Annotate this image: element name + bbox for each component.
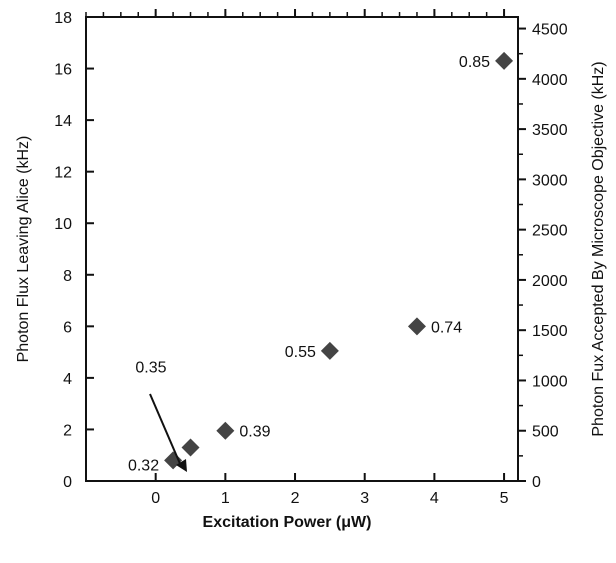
data-point-label: 0.74 <box>431 319 462 336</box>
x-tick-label: 2 <box>291 490 300 507</box>
x-tick-label: 1 <box>221 490 230 507</box>
x-tick-label: 5 <box>500 490 509 507</box>
data-point-label: 0.35 <box>135 359 166 376</box>
y-left-tick-label: 18 <box>54 10 72 27</box>
y-left-tick-label: 12 <box>54 165 72 182</box>
arrow-line <box>149 393 182 467</box>
y-left-tick-label: 10 <box>54 216 72 233</box>
annotation-arrow <box>149 393 187 472</box>
data-point-marker <box>181 438 200 457</box>
y-right-tick-label: 500 <box>532 424 559 441</box>
data-markers <box>164 51 514 470</box>
plot-frame <box>85 16 519 482</box>
data-point-marker <box>320 341 339 360</box>
y-left-tick-label: 8 <box>63 268 72 285</box>
y-left-tick-label: 4 <box>63 371 72 388</box>
ticks: 0 1 2 3 4 50246810121416180500100015002000250… <box>54 9 568 507</box>
y-left-tick-label: 2 <box>63 422 72 439</box>
y-axis-left-title: Photon Flux Leaving Alice (kHz) <box>15 136 32 363</box>
data-point-marker <box>407 317 426 336</box>
y-left-tick-label: 6 <box>63 319 72 336</box>
y-right-tick-label: 3000 <box>532 172 568 189</box>
y-right-tick-label: 1500 <box>532 323 568 340</box>
x-tick-label: 4 <box>430 490 439 507</box>
y-right-tick-label: 4000 <box>532 72 568 89</box>
y-left-tick-label: 0 <box>63 474 72 491</box>
arrow-head <box>176 459 187 472</box>
data-point-marker <box>495 51 514 70</box>
x-tick-label: 3 <box>360 490 369 507</box>
data-point-label: 0.39 <box>239 424 270 441</box>
data-point-label: 0.85 <box>459 54 490 71</box>
x-tick-label: 0 <box>151 490 160 507</box>
y-right-tick-label: 1000 <box>532 373 568 390</box>
y-right-tick-label: 3500 <box>532 122 568 139</box>
data-point-marker <box>216 421 235 440</box>
point-labels: 0.32 0.35 0.39 0.55 0.74 0.85 <box>128 54 490 475</box>
y-right-tick-label: 2500 <box>532 223 568 240</box>
y-right-tick-label: 0 <box>532 474 541 491</box>
data-point-label: 0.55 <box>285 344 316 361</box>
x-axis-title: Excitation Power (μW) <box>203 514 372 531</box>
y-right-tick-label: 2000 <box>532 273 568 290</box>
data-point-label: 0.32 <box>128 457 159 474</box>
y-right-tick-label: 4500 <box>532 22 568 39</box>
y-axis-right-title: Photon Fux Accepted By Microscope Object… <box>590 61 607 436</box>
y-left-tick-label: 16 <box>54 62 72 79</box>
y-left-tick-label: 14 <box>54 113 72 130</box>
